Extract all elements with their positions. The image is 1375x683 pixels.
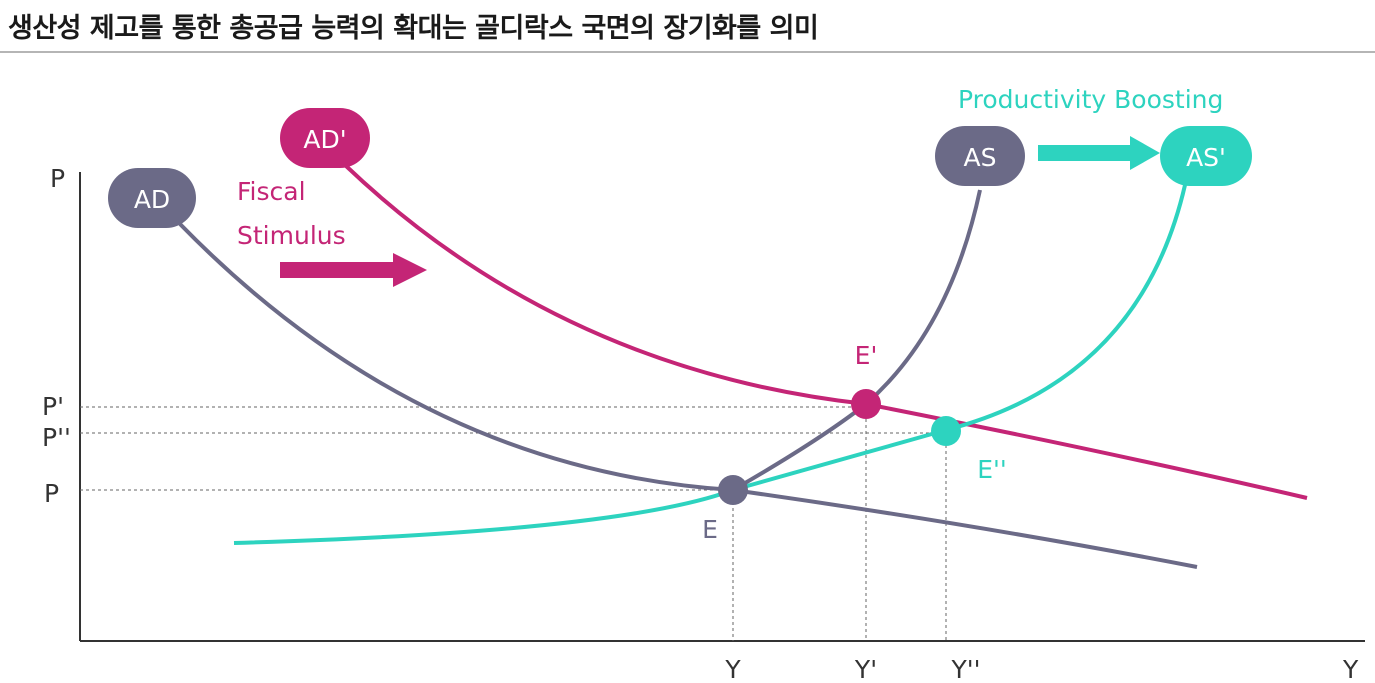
as-label-pill: AS bbox=[935, 126, 1025, 186]
ad-curve bbox=[178, 222, 1198, 569]
productivity-label: Productivity Boosting bbox=[958, 85, 1223, 114]
fiscal-stimulus-arrow-icon bbox=[280, 253, 427, 287]
price-level-p-prime: P' bbox=[42, 392, 64, 421]
equilibrium-e-double-prime-label: E'' bbox=[977, 455, 1007, 484]
title-divider bbox=[0, 51, 1375, 53]
ad-label: AD bbox=[134, 185, 170, 214]
price-level-p: P bbox=[44, 479, 59, 508]
equilibrium-e-label: E bbox=[702, 515, 718, 544]
equilibrium-e-prime-dot bbox=[851, 389, 881, 419]
y-axis-label: P bbox=[50, 164, 65, 193]
ad-label-pill: AD bbox=[108, 168, 196, 228]
output-level-y-prime: Y' bbox=[854, 655, 877, 683]
price-level-p-double-prime: P'' bbox=[42, 423, 71, 452]
ad-prime-label: AD' bbox=[303, 125, 346, 154]
page-title: 생산성 제고를 통한 총공급 능력의 확대는 골디락스 국면의 장기화를 의미 bbox=[8, 13, 819, 44]
equilibrium-e-prime-label: E' bbox=[855, 341, 878, 370]
as-label: AS bbox=[964, 143, 997, 172]
x-axis-label: Y bbox=[1342, 655, 1359, 683]
as-prime-label: AS' bbox=[1186, 143, 1226, 172]
fiscal-label-line1: Fiscal bbox=[237, 177, 306, 206]
output-level-y-double-prime: Y'' bbox=[950, 655, 980, 683]
fiscal-label-line2: Stimulus bbox=[237, 221, 346, 250]
equilibrium-e-double-prime-dot bbox=[931, 416, 961, 446]
ad-prime-curve bbox=[343, 163, 1308, 500]
ad-prime-label-pill: AD' bbox=[280, 108, 370, 168]
productivity-arrow-icon bbox=[1038, 136, 1160, 170]
equilibrium-e-dot bbox=[718, 475, 748, 505]
output-level-y: Y bbox=[724, 655, 741, 683]
as-prime-label-pill: AS' bbox=[1160, 126, 1252, 186]
